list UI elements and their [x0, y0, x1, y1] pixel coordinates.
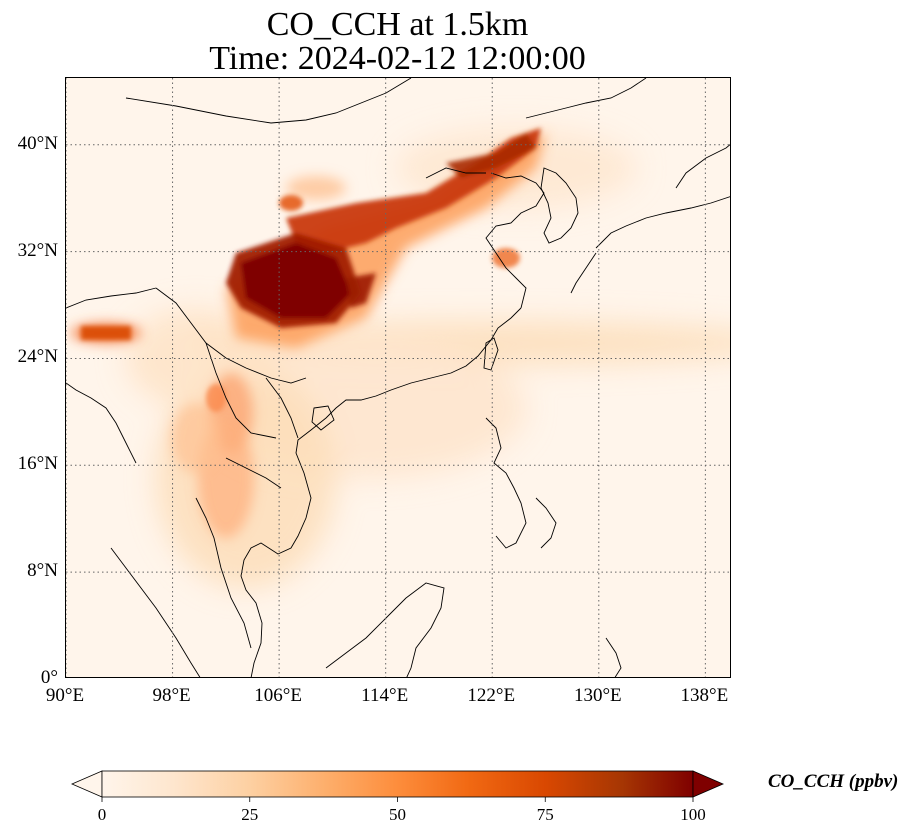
colorbar — [70, 770, 725, 802]
lon-tick-label: 106°E — [254, 685, 302, 706]
coastlines — [66, 78, 730, 677]
lon-tick-label: 90°E — [45, 685, 85, 706]
colorbar-tick-label: 75 — [536, 805, 554, 824]
colorbar-extend-low — [70, 770, 103, 798]
colorbar-tickmarks — [101, 797, 694, 802]
colorbar-tick-label: 100 — [680, 805, 706, 824]
colorbar-tick-label: 0 — [97, 805, 107, 824]
lon-tick-label: 122°E — [467, 685, 516, 706]
lat-tick-label: 16°N — [17, 453, 58, 475]
lon-tick-label: 98°E — [152, 685, 191, 706]
title-line-2: Time: 2024-02-12 12:00:00 — [209, 40, 586, 77]
map-plot — [66, 78, 730, 677]
lat-tick-label: 8°N — [27, 560, 58, 582]
lat-tick-label: 32°N — [17, 239, 58, 261]
lat-tick-label: 40°N — [17, 132, 58, 154]
plume-high-layer — [81, 128, 541, 412]
map-frame — [65, 77, 731, 678]
colorbar-extend-high — [692, 770, 725, 798]
colorbar-tick-label: 25 — [241, 805, 259, 824]
lat-tick-label: 24°N — [17, 346, 58, 368]
lon-tick-label: 114°E — [361, 685, 409, 706]
colorbar-tick-label: 50 — [389, 805, 406, 824]
lon-tick-label: 130°E — [573, 685, 622, 706]
colorbar-gradient — [101, 770, 694, 798]
gridlines — [66, 78, 730, 677]
lat-tick-label: 0° — [40, 667, 58, 688]
lon-tick-label: 138°E — [680, 685, 729, 706]
colorbar-label: CO_CCH (ppbv) — [768, 771, 899, 792]
title-line-1: CO_CCH at 1.5km — [266, 6, 529, 43]
